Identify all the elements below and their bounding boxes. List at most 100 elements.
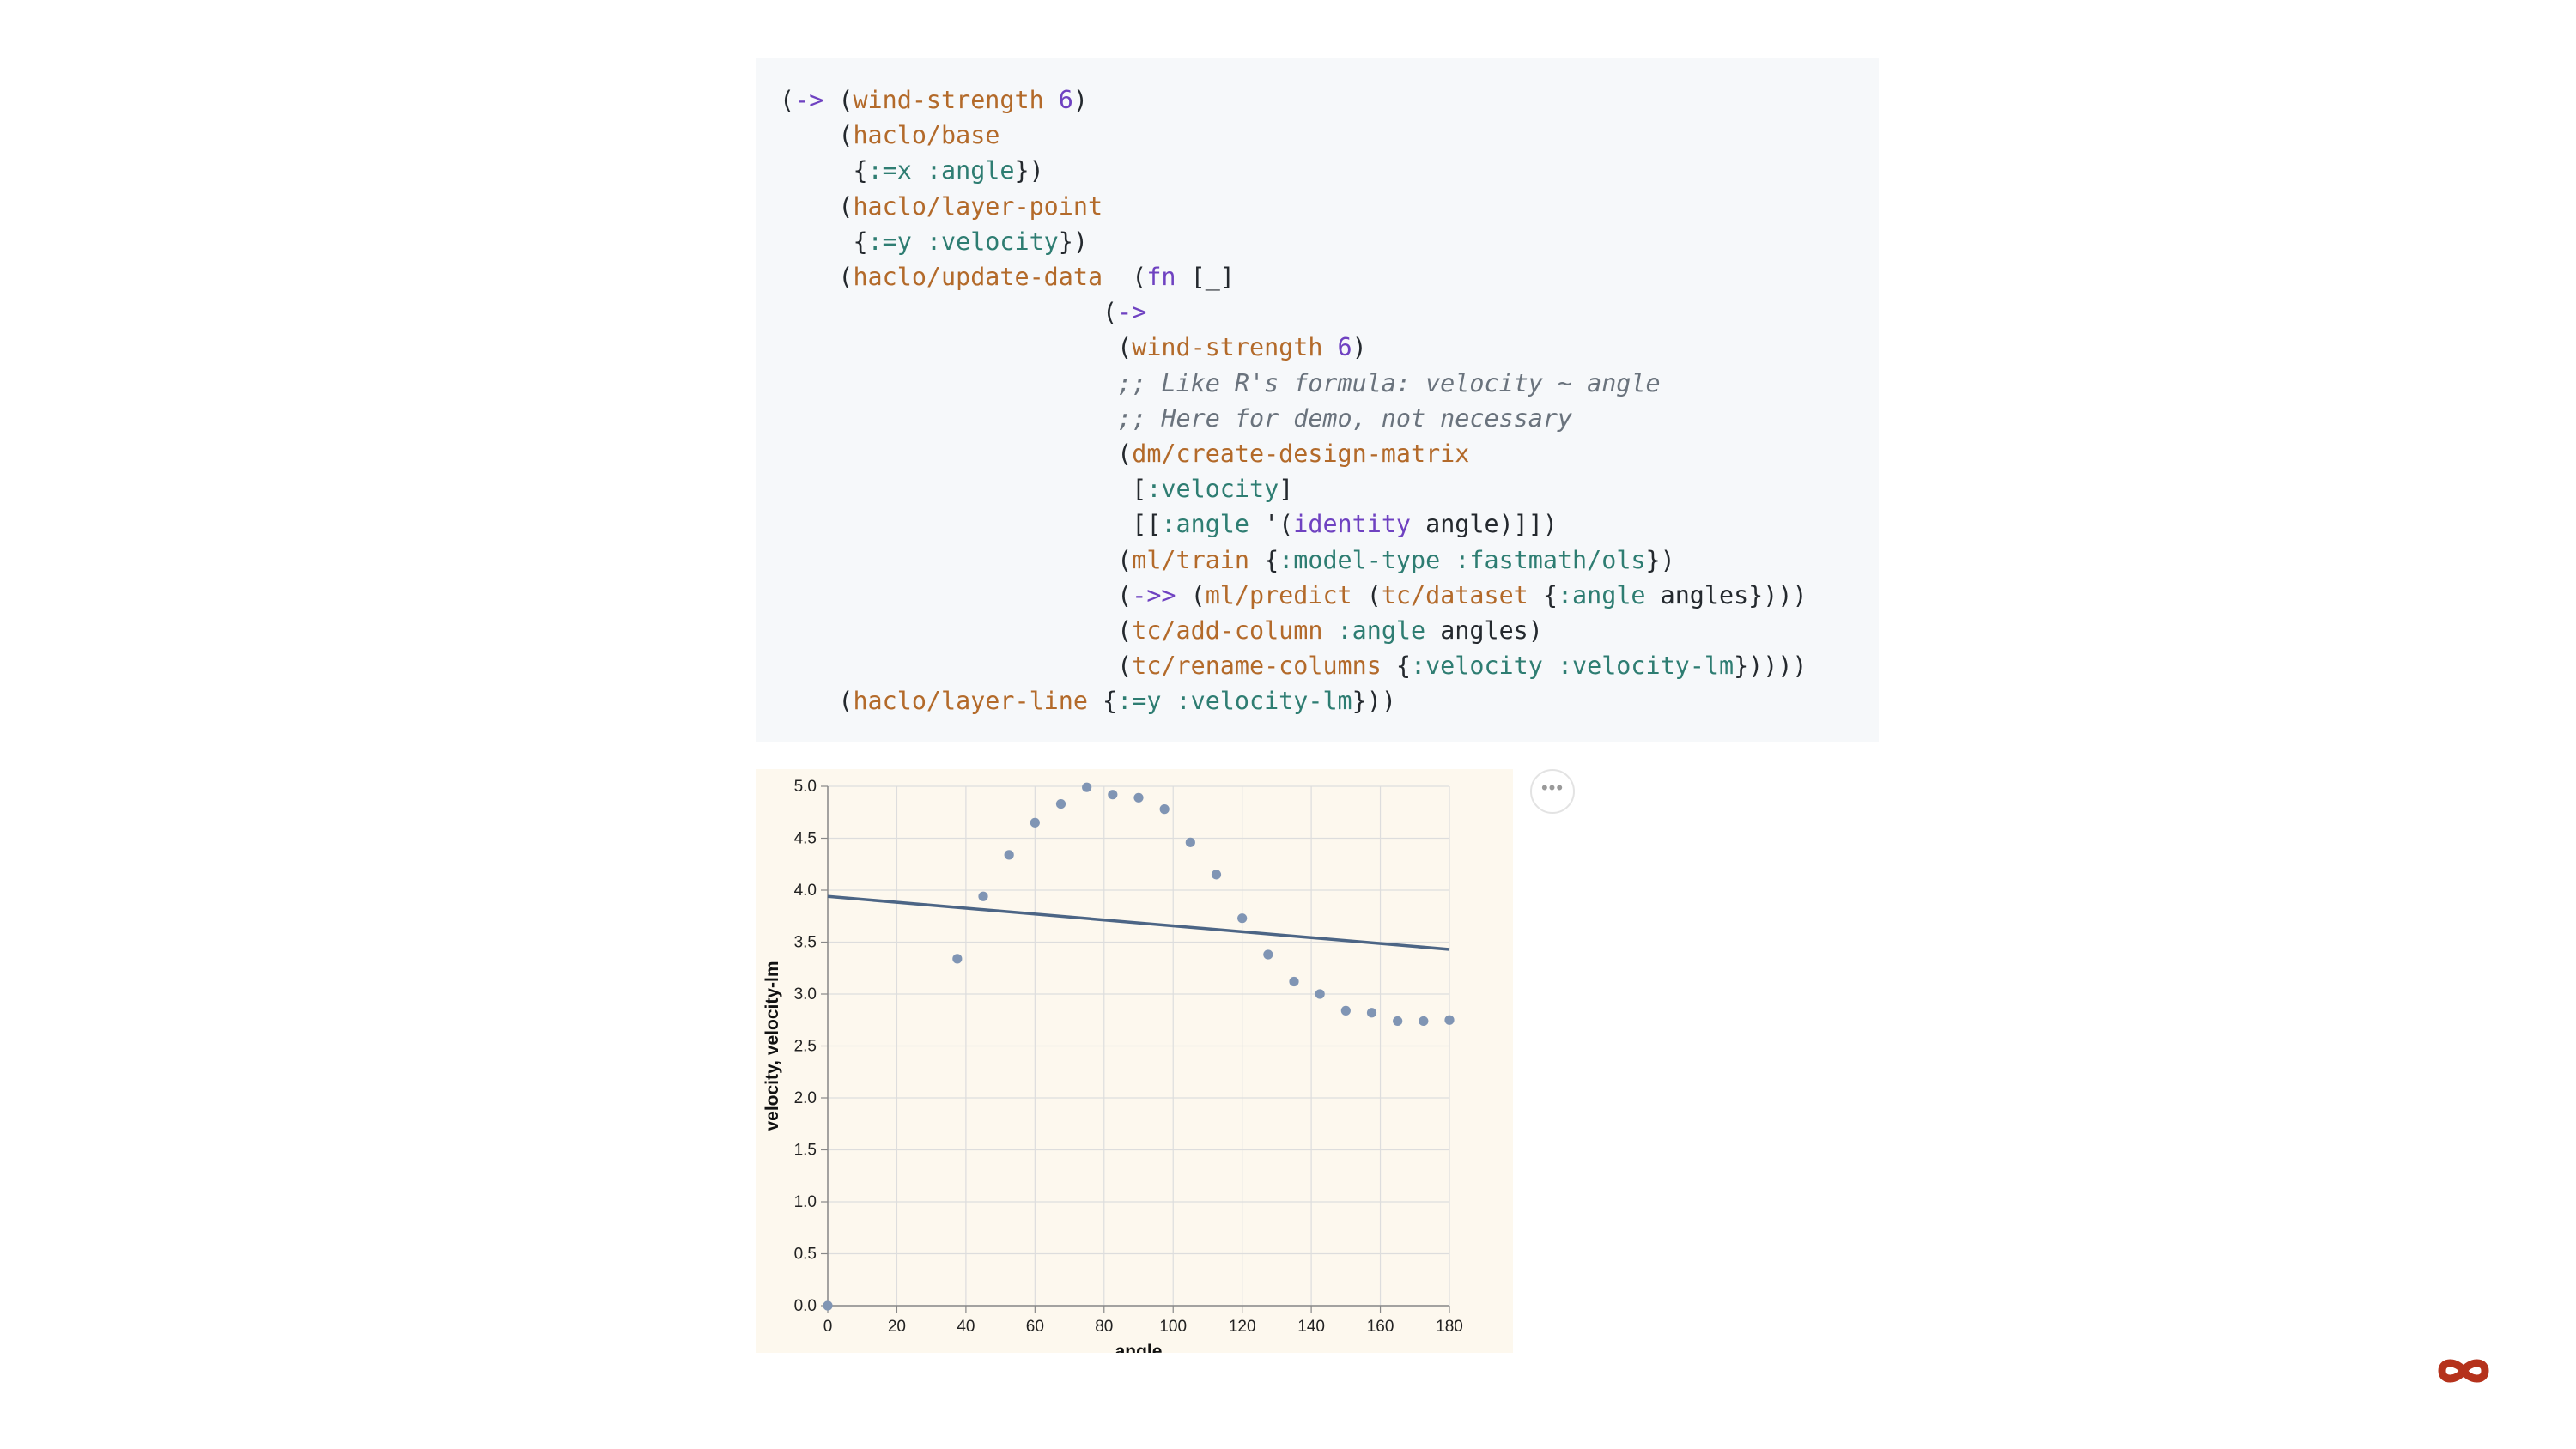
code-line: [[:angle '(identity angle)]])	[780, 510, 1558, 538]
code-line: (haclo/layer-point	[780, 192, 1103, 221]
code-token	[912, 227, 927, 256]
code-token: ;; Like R's formula: velocity ~ angle	[1117, 368, 1661, 397]
y-tick-label: 0.0	[794, 1297, 817, 1315]
code-token: (	[1176, 580, 1206, 609]
code-line: (-> (wind-strength 6)	[780, 86, 1088, 114]
code-token: {	[1249, 545, 1279, 574]
code-token: angles)	[1425, 616, 1543, 646]
code-token: ;; Here for demo, not necessary	[1117, 403, 1573, 433]
code-token: :=x	[867, 156, 912, 185]
code-line: ;; Like R's formula: velocity ~ angle	[780, 368, 1661, 397]
code-token: haclo/base	[853, 121, 1000, 150]
code-line: {:=y :velocity})	[780, 227, 1088, 256]
chart: 0 20 40 60 80 100 120 140 160 180 0.0 0.5 1.0 1.5 2.0 2…	[756, 769, 1513, 1353]
code-token: }))	[1352, 687, 1396, 716]
code-line: ;; Here for demo, not necessary	[780, 404, 1572, 433]
scatter-point	[1082, 782, 1092, 792]
scatter-point	[1366, 1008, 1377, 1018]
code-line: (ml/train {:model-type :fastmath/ols})	[780, 546, 1675, 574]
code-token: tc/rename-columns	[1132, 652, 1382, 681]
x-tick-label: 140	[1297, 1318, 1325, 1336]
code-token	[780, 369, 1117, 397]
scatter-point	[1133, 792, 1144, 803]
x-tick-label: 60	[1026, 1318, 1044, 1336]
code-token: ->	[794, 86, 824, 114]
code-token: ]	[1279, 475, 1294, 504]
x-axis-title: angle	[1115, 1342, 1163, 1353]
chart-svg: 0 20 40 60 80 100 120 140 160 180 0.0 0.5 1.0 1.5 2.0 2…	[762, 778, 1463, 1353]
code-token: (	[780, 333, 1133, 362]
y-tick-label: 1.0	[794, 1193, 817, 1211]
code-token: [[	[780, 510, 1162, 539]
scatter-point	[1185, 837, 1195, 847]
code-token: [	[780, 475, 1147, 504]
code-line: {:=x :angle})	[780, 156, 1044, 185]
more-horizontal-icon: •••	[1540, 777, 1564, 798]
code-token: (	[780, 687, 854, 716]
code-token: }))))	[1734, 652, 1807, 681]
scatter-point	[1419, 1016, 1429, 1027]
y-tick-label: 2.0	[794, 1089, 817, 1107]
scatter-point	[1340, 1005, 1351, 1016]
code-token: angle)]])	[1411, 510, 1558, 539]
scatter-point	[1030, 817, 1040, 828]
code-token: ml/predict	[1205, 580, 1352, 609]
y-tick-label: 3.0	[794, 985, 817, 1003]
x-tick-label: 180	[1436, 1318, 1463, 1336]
code-line: (wind-strength 6)	[780, 333, 1367, 361]
code-token	[1440, 546, 1455, 574]
y-tick-label: 4.5	[794, 830, 817, 848]
code-text: (-> (wind-strength 6) (haclo/base {:=x :…	[780, 82, 1855, 719]
code-token: haclo/update-data	[853, 263, 1103, 292]
y-tick-label: 4.0	[794, 882, 817, 900]
regression-line-layer	[827, 894, 1450, 951]
code-token: (	[823, 86, 854, 114]
code-token: (	[780, 86, 795, 114]
code-token: wind-strength	[853, 86, 1044, 114]
code-token	[780, 404, 1117, 433]
x-tick-label: 80	[1095, 1318, 1113, 1336]
code-line: [:velocity]	[780, 475, 1293, 503]
code-token	[912, 156, 927, 185]
scatter-point	[1315, 989, 1325, 999]
code-token: ->>	[1132, 580, 1176, 609]
code-token: {	[780, 227, 868, 256]
scatter-point	[1289, 976, 1299, 987]
code-token: 6	[1058, 86, 1073, 114]
code-token: :angle	[926, 156, 1015, 185]
code-token: {	[780, 156, 868, 185]
x-tick-label: 0	[823, 1318, 833, 1336]
code-token: (	[780, 191, 854, 221]
y-tick-label: 5.0	[794, 778, 817, 796]
code-token: :angle	[1337, 616, 1426, 646]
code-token: (	[1103, 263, 1147, 292]
scatter-point	[1263, 949, 1273, 960]
code-token: :velocity	[1146, 475, 1279, 504]
code-token: :velocity	[926, 227, 1059, 256]
scatter-point	[1393, 1016, 1403, 1027]
code-token: [_]	[1176, 263, 1235, 292]
code-token: angles})))	[1645, 580, 1807, 609]
code-token: )	[1352, 333, 1367, 362]
code-token: (	[1352, 580, 1382, 609]
code-token: haclo/layer-point	[853, 191, 1103, 221]
code-token: })	[1014, 156, 1044, 185]
x-tick-label: 160	[1367, 1318, 1394, 1336]
code-token: ml/train	[1132, 545, 1249, 574]
code-token: (	[780, 616, 1133, 646]
code-line: (haclo/base	[780, 121, 999, 149]
code-token: (	[780, 263, 854, 292]
code-token: (	[780, 652, 1133, 681]
chart-actions-button[interactable]: •••	[1530, 769, 1575, 814]
scatter-points-layer	[823, 782, 1455, 1311]
code-block: (-> (wind-strength 6) (haclo/base {:=x :…	[756, 58, 1879, 742]
code-line: (tc/add-column :angle angles)	[780, 616, 1543, 645]
tick-labels: 0 20 40 60 80 100 120 140 160 180 0.0 0.5 1.0 1.5 2.0 2…	[794, 778, 1463, 1336]
scatter-point	[1159, 804, 1170, 815]
scatter-point	[823, 1300, 833, 1311]
code-line: (haclo/layer-line {:=y :velocity-lm}))	[780, 687, 1396, 715]
code-line: (dm/create-design-matrix	[780, 440, 1469, 468]
code-token: '(	[1249, 510, 1294, 539]
code-token: fn	[1146, 263, 1176, 292]
code-token: :velocity-lm	[1176, 687, 1352, 716]
